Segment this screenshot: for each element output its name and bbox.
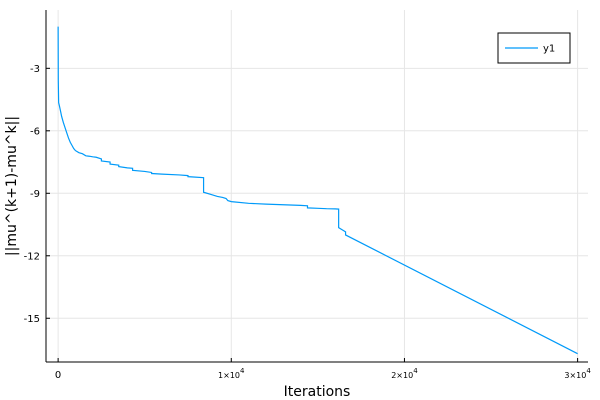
- x-tick-label: 0: [55, 370, 61, 381]
- x-tick-mantissa: 2×10: [391, 371, 413, 380]
- x-tick-exponent: 4: [240, 367, 245, 375]
- x-tick-mantissa: 3×10: [564, 371, 586, 380]
- x-tick-exponent: 4: [586, 367, 591, 375]
- y-tick-label: -6: [30, 126, 40, 137]
- x-axis-label: Iterations: [284, 384, 351, 400]
- y-tick-label: -15: [24, 314, 40, 325]
- x-tick-label: 1×104: [218, 367, 245, 380]
- x-tick-exponent: 4: [413, 367, 418, 375]
- x-tick-mantissa: 0: [55, 370, 61, 381]
- grid-lines: [46, 10, 588, 362]
- y-tick-label: -3: [30, 64, 40, 75]
- legend: y1: [497, 32, 571, 64]
- x-tick-label: 3×104: [564, 367, 591, 380]
- legend-label-y1: y1: [543, 44, 555, 55]
- x-tick-label: 2×104: [391, 367, 418, 380]
- y-axis-label: ||mu^(k+1)-mu^k||: [4, 116, 20, 256]
- axis-ticks: 0 1×104 2×104 3×104-3-6-9-12-15: [24, 64, 592, 381]
- y-tick-label: -12: [24, 251, 40, 262]
- series-line-y1: [57, 26, 578, 355]
- series-layer: [57, 26, 578, 355]
- x-tick-mantissa: 1×10: [218, 371, 240, 380]
- y-tick-label: -9: [30, 189, 40, 200]
